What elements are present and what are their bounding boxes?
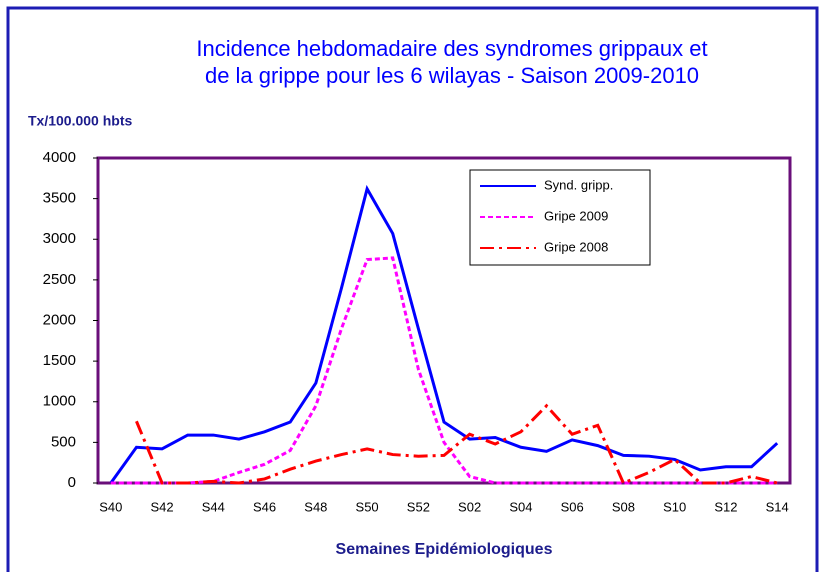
x-tick-label: S14 [766, 499, 789, 514]
y-tick-label: 1500 [43, 352, 76, 369]
y-tick-label: 1000 [43, 393, 76, 410]
y-tick-label: 3500 [43, 190, 76, 207]
legend-label: Synd. gripp. [544, 177, 613, 192]
x-tick-label: S42 [151, 499, 174, 514]
x-tick-label: S44 [202, 499, 225, 514]
y-tick-label: 2500 [43, 271, 76, 288]
x-tick-label: S10 [663, 499, 686, 514]
y-axis-label: Tx/100.000 hbts [28, 113, 132, 129]
legend-label: Gripe 2009 [544, 208, 608, 223]
y-tick-label: 3000 [43, 230, 76, 247]
series-line [135, 403, 778, 485]
x-tick-label: S40 [99, 499, 122, 514]
y-tick-label: 500 [51, 433, 76, 450]
frame [6, 6, 819, 577]
x-tick-label: S08 [612, 499, 635, 514]
y-tick-label: 4000 [43, 149, 76, 166]
x-tick-label: S04 [509, 499, 532, 514]
chart-subtitle: de la grippe pour les 6 wilayas - Saison… [205, 63, 699, 88]
series-line [109, 184, 779, 484]
x-tick-label: S52 [407, 499, 430, 514]
chart-title: Incidence hebdomadaire des syndromes gri… [196, 36, 707, 61]
x-tick-label: S48 [304, 499, 327, 514]
x-axis-label: Semaines Epidémiologiques [336, 541, 553, 558]
y-tick-label: 2000 [43, 311, 76, 328]
x-tick-label: S02 [458, 499, 481, 514]
x-tick-label: S06 [561, 499, 584, 514]
y-tick-label: 0 [68, 474, 76, 491]
series-line [110, 256, 778, 485]
x-tick-label: S12 [714, 499, 737, 514]
x-tick-label: S46 [253, 499, 276, 514]
x-tick-label: S50 [356, 499, 379, 514]
legend-label: Gripe 2008 [544, 239, 608, 254]
